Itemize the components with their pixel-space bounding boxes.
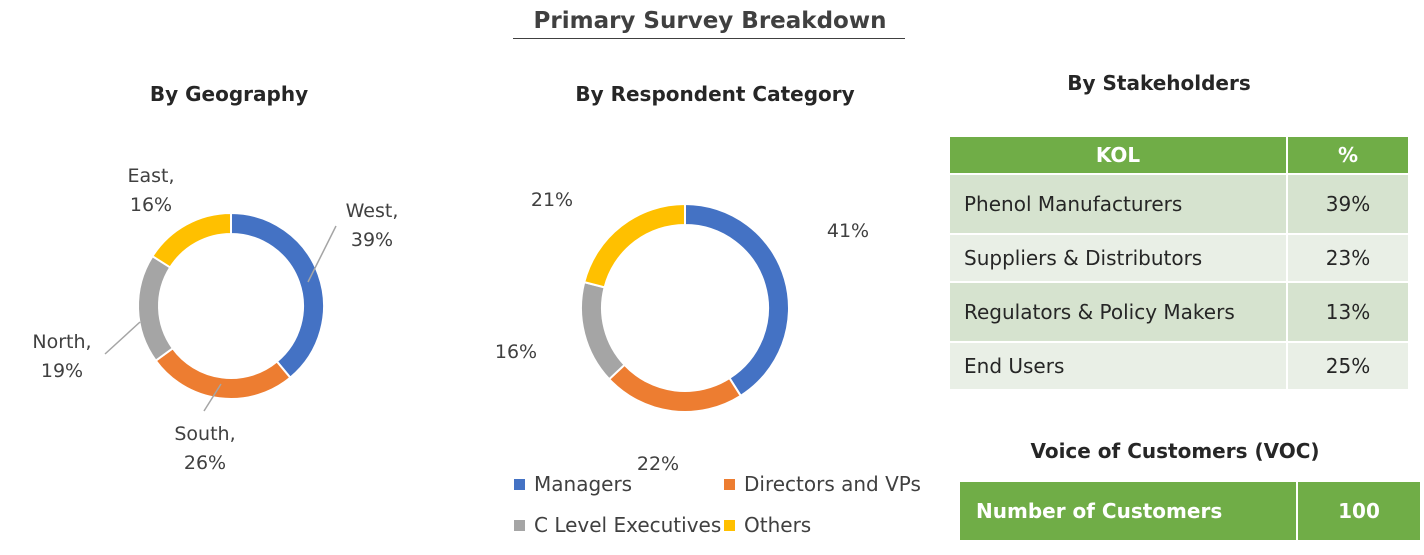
leader-line [104,321,141,355]
donut-charts: West, 39% South, 26% North, 19% East, 16% 41% 22… [32,165,921,537]
stakeholder-name: Regulators & Policy Makers [948,281,1288,343]
donut-slice-directors-and-vps [607,363,743,413]
geography-labels: West, 39% South, 26% North, 19% East, 16% [32,165,398,474]
data-label-others: 21% [531,189,573,211]
legend-label: C Level Executives [534,513,721,537]
title-underline [513,38,905,39]
voc-label: Number of Customers [958,480,1298,542]
stakeholders-title: By Stakeholders [1067,71,1251,95]
stakeholder-percent: 25% [1286,341,1410,391]
voc-title: Voice of Customers (VOC) [1030,439,1320,463]
data-label-managers: 41% [827,220,869,242]
donut-slice-north [137,254,175,363]
data-label-c-level-executives: 16% [495,341,537,363]
legend-swatch [514,520,525,531]
respondent-labels: 41% 22% 16% 21% [495,189,869,475]
percent-header: % [1286,135,1410,175]
donut-slice-west [230,211,325,380]
voc-value: 100 [1296,480,1422,542]
stakeholder-percent: 13% [1286,281,1410,343]
legend-swatch [724,520,735,531]
legend-label: Managers [534,472,632,496]
respondent-legend: Managers Directors and VPs C Level Executi… [514,472,921,537]
legend-label: Others [744,513,811,537]
table-row: Phenol Manufacturers 39% [948,173,1410,235]
donut-slice-south [154,346,292,400]
donut-slice-others [583,202,686,289]
table-row: Number of Customers 100 [958,480,1422,542]
geography-chart-title: By Geography [149,82,309,106]
data-label-north: North, 19% [32,331,91,382]
legend-swatch [724,479,735,490]
stakeholder-name: Suppliers & Distributors [948,233,1288,283]
page-title: Primary Survey Breakdown [533,8,887,34]
table-row: Suppliers & Distributors 23% [948,233,1410,283]
data-label-directors-and-vps: 22% [637,453,679,475]
donut-slice-managers [684,202,790,398]
donut-slice-c-level-executives [580,280,626,381]
stakeholders-table: KOL % Phenol Manufacturers 39% Suppliers… [948,135,1410,391]
stakeholder-name: End Users [948,341,1288,391]
donut-slice-east [151,211,232,269]
voc-table: Number of Customers 100 [958,480,1422,542]
leader-line [203,383,222,412]
geography-donut [137,211,325,400]
table-row: Regulators & Policy Makers 13% [948,281,1410,343]
leader-line [307,225,337,283]
respondent-donut [580,202,790,413]
table-row: End Users 25% [948,341,1410,391]
data-label-east: East, 16% [127,165,174,216]
stakeholder-percent: 39% [1286,173,1410,235]
legend-swatch [514,479,525,490]
data-label-west: West, 39% [346,200,399,251]
stakeholder-name: Phenol Manufacturers [948,173,1288,235]
legend-label: Directors and VPs [744,472,921,496]
stakeholder-percent: 23% [1286,233,1410,283]
kol-header: KOL [948,135,1288,175]
data-label-south: South, 26% [174,423,235,474]
respondent-chart-title: By Respondent Category [575,82,855,106]
